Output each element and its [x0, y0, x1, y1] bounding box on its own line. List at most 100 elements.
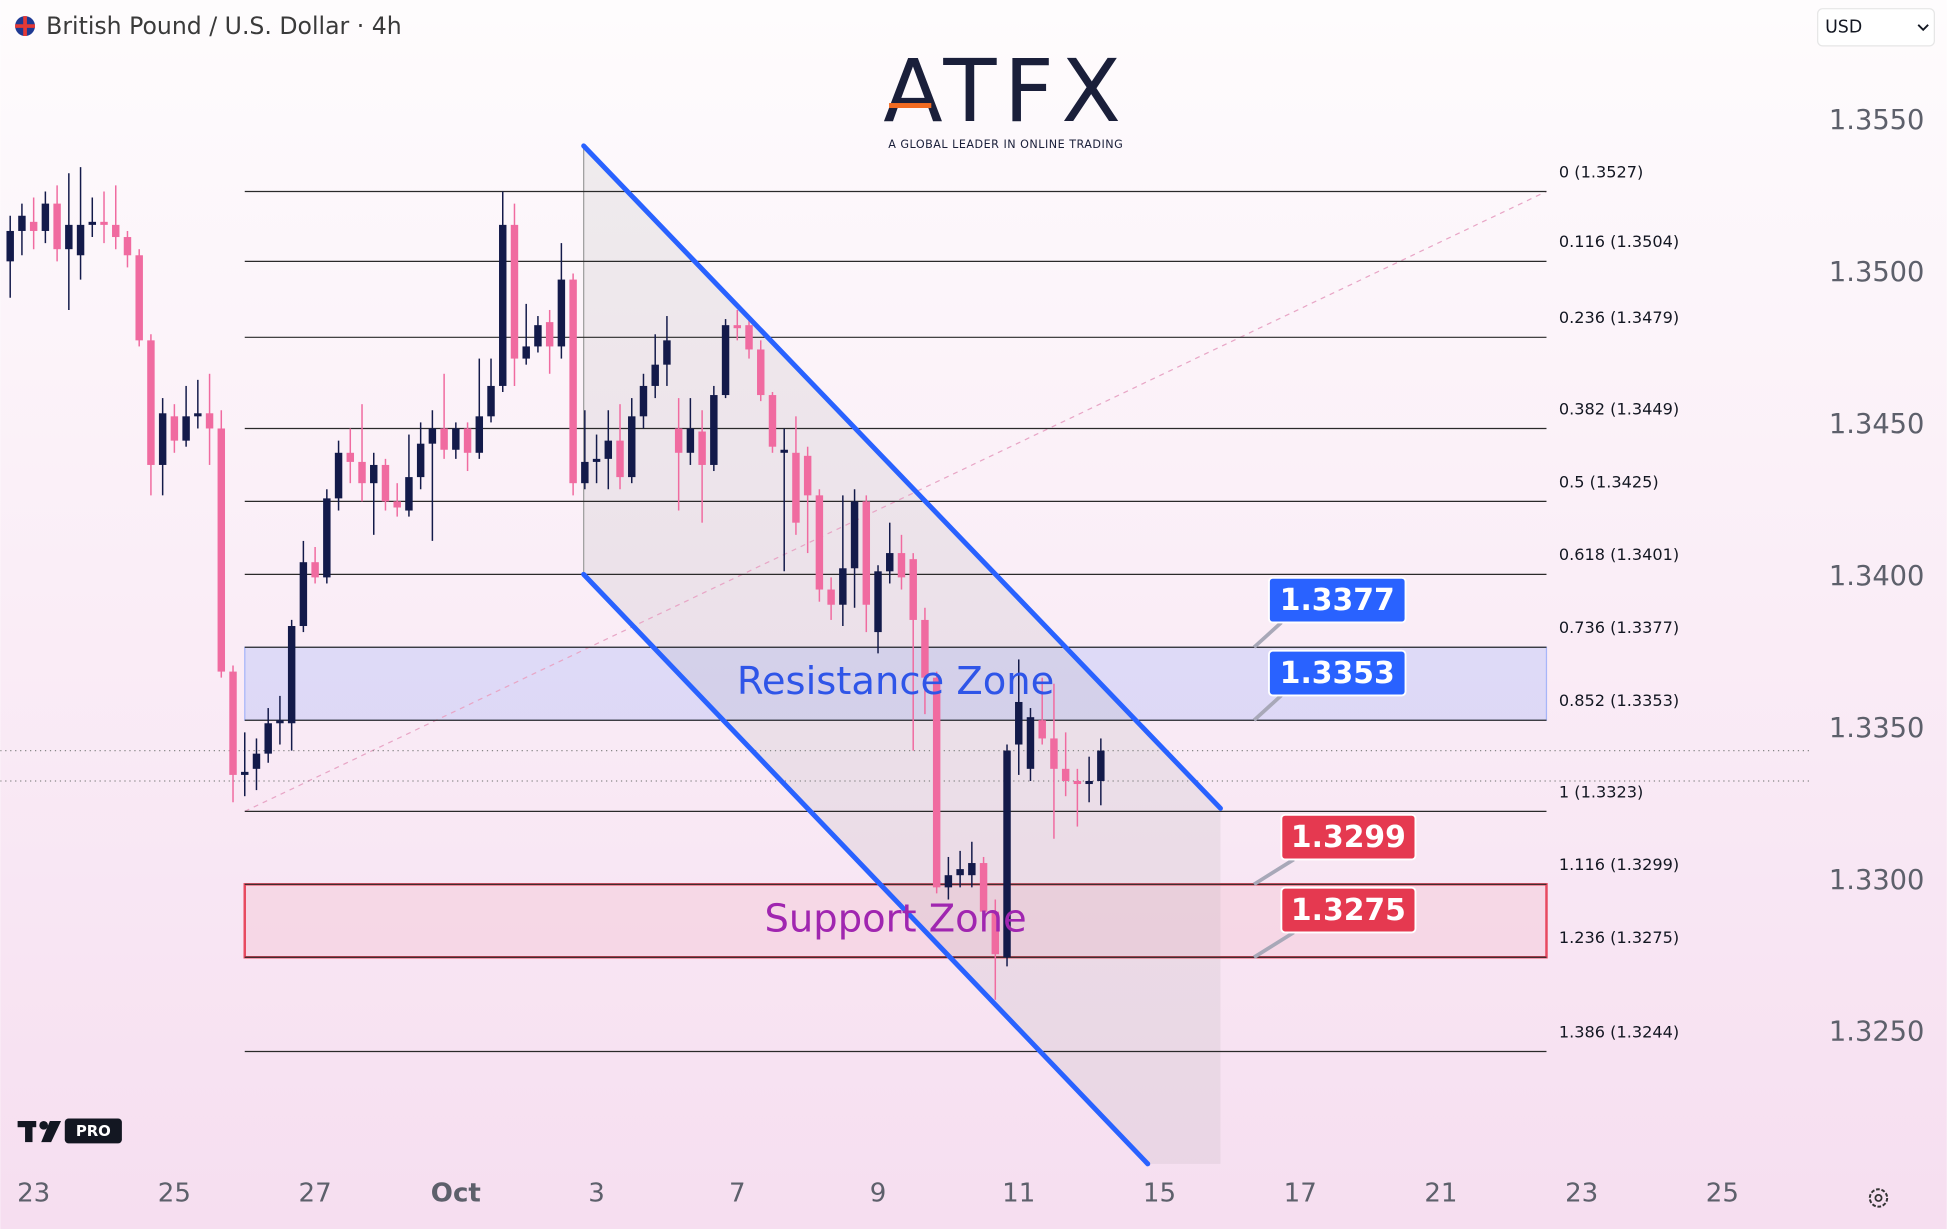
candle-body: [534, 325, 542, 347]
candle-body: [522, 346, 530, 359]
candle-body: [1026, 717, 1035, 769]
candle-body: [182, 416, 190, 441]
y-tick-label: 1.3350: [1829, 713, 1925, 744]
candle-body: [991, 911, 1000, 955]
pro-badge: [64, 1118, 122, 1144]
candle-body: [932, 677, 941, 888]
price-tag: [1268, 649, 1407, 697]
candle-body: [487, 385, 495, 417]
candle-body: [780, 449, 788, 453]
gear-icon[interactable]: [1874, 1193, 1883, 1202]
candle-body: [299, 562, 308, 627]
candle-body: [112, 224, 120, 238]
fib-trend-line: [244, 190, 1547, 812]
candle-body: [674, 428, 683, 453]
zone-label: Resistance Zone: [737, 659, 1054, 704]
price-tag-label: 1.3353: [1280, 656, 1395, 691]
candle-body: [628, 416, 636, 478]
logo-accent: [889, 103, 932, 109]
candle-body: [76, 224, 85, 256]
x-tick-label: 23: [17, 1179, 50, 1209]
candle-body: [217, 428, 226, 672]
pro-label: PRO: [76, 1122, 111, 1140]
fib-label: 0.852 (1.3353): [1559, 691, 1679, 710]
fib-label: 0 (1.3527): [1559, 162, 1643, 181]
candle-body: [205, 413, 214, 429]
candle-body: [897, 553, 906, 578]
candle-body: [29, 221, 38, 231]
channel-fill: [583, 145, 1221, 1164]
x-tick-label: 9: [870, 1179, 887, 1209]
candle-body: [1038, 720, 1046, 739]
candle-body: [944, 875, 953, 888]
candle-body: [346, 452, 355, 462]
fib-label: 1 (1.3323): [1559, 782, 1643, 801]
candle-body: [757, 349, 765, 396]
candle-body: [616, 440, 624, 478]
fib-label: 0.5 (1.3425): [1559, 472, 1659, 491]
chevron[interactable]: [1917, 24, 1929, 32]
y-tick-label: 1.3400: [1829, 561, 1925, 592]
candle-body: [698, 431, 706, 465]
candle-body: [334, 452, 343, 499]
candle-body: [100, 221, 108, 225]
candle-body: [41, 203, 50, 231]
candle-body: [194, 413, 202, 417]
candle-body: [850, 501, 859, 569]
candle-body: [463, 428, 472, 453]
candle-body: [921, 619, 929, 678]
candle-body: [452, 428, 460, 450]
tv-mark: [39, 1120, 49, 1130]
candle-body: [545, 322, 554, 347]
x-tick-label: 25: [158, 1179, 191, 1209]
candle-body: [862, 501, 871, 605]
price-tag-label: 1.3377: [1280, 583, 1395, 618]
candle-body: [252, 753, 261, 769]
fib-label: 1.116 (1.3299): [1559, 855, 1679, 874]
logo-text: ATFX: [883, 41, 1128, 142]
price-tag: [1280, 886, 1417, 934]
candle-body: [88, 221, 97, 225]
y-tick-label: 1.3550: [1829, 105, 1925, 136]
candle-body: [815, 495, 824, 590]
x-tick-label: 27: [299, 1179, 332, 1209]
tag-pointer: [1252, 694, 1283, 722]
candle-body: [264, 723, 272, 754]
candle-body: [839, 568, 847, 605]
candle-body: [827, 589, 835, 605]
candle-body: [604, 440, 613, 459]
price-tag: [1268, 576, 1407, 624]
candle-body: [405, 477, 413, 511]
channel-lower: [581, 571, 1151, 1167]
fib-label: 0.618 (1.3401): [1559, 545, 1679, 564]
currency-select[interactable]: USD: [1817, 8, 1935, 47]
candle-body: [1073, 780, 1082, 785]
candle-body: [721, 325, 730, 396]
candle-body: [1085, 780, 1093, 785]
x-tick-label: 7: [729, 1179, 746, 1209]
candle-body: [510, 224, 519, 359]
channel-upper: [581, 143, 1223, 811]
candle-body: [1061, 768, 1070, 781]
y-tick-label: 1.3500: [1829, 257, 1925, 288]
candle-body: [663, 340, 671, 365]
x-tick-label: 11: [1002, 1179, 1035, 1209]
candle-body: [768, 395, 777, 447]
x-tick-label: 15: [1143, 1179, 1176, 1209]
price-tag-label: 1.3299: [1291, 820, 1406, 855]
candle-body: [968, 863, 976, 876]
candle-body: [276, 720, 284, 724]
candle-body: [1003, 750, 1011, 958]
candle-body: [158, 413, 167, 465]
tv-mark: [25, 1120, 33, 1143]
candle-body: [1097, 750, 1105, 781]
candle-body: [358, 461, 366, 484]
candle-body: [886, 553, 894, 572]
candle-body: [686, 428, 695, 453]
candle-body: [639, 385, 648, 417]
fib-label: 1.236 (1.3275): [1559, 928, 1679, 947]
x-tick-label: 25: [1706, 1179, 1739, 1209]
currency-box[interactable]: [1817, 8, 1935, 47]
currency-label[interactable]: USD: [1825, 17, 1862, 37]
